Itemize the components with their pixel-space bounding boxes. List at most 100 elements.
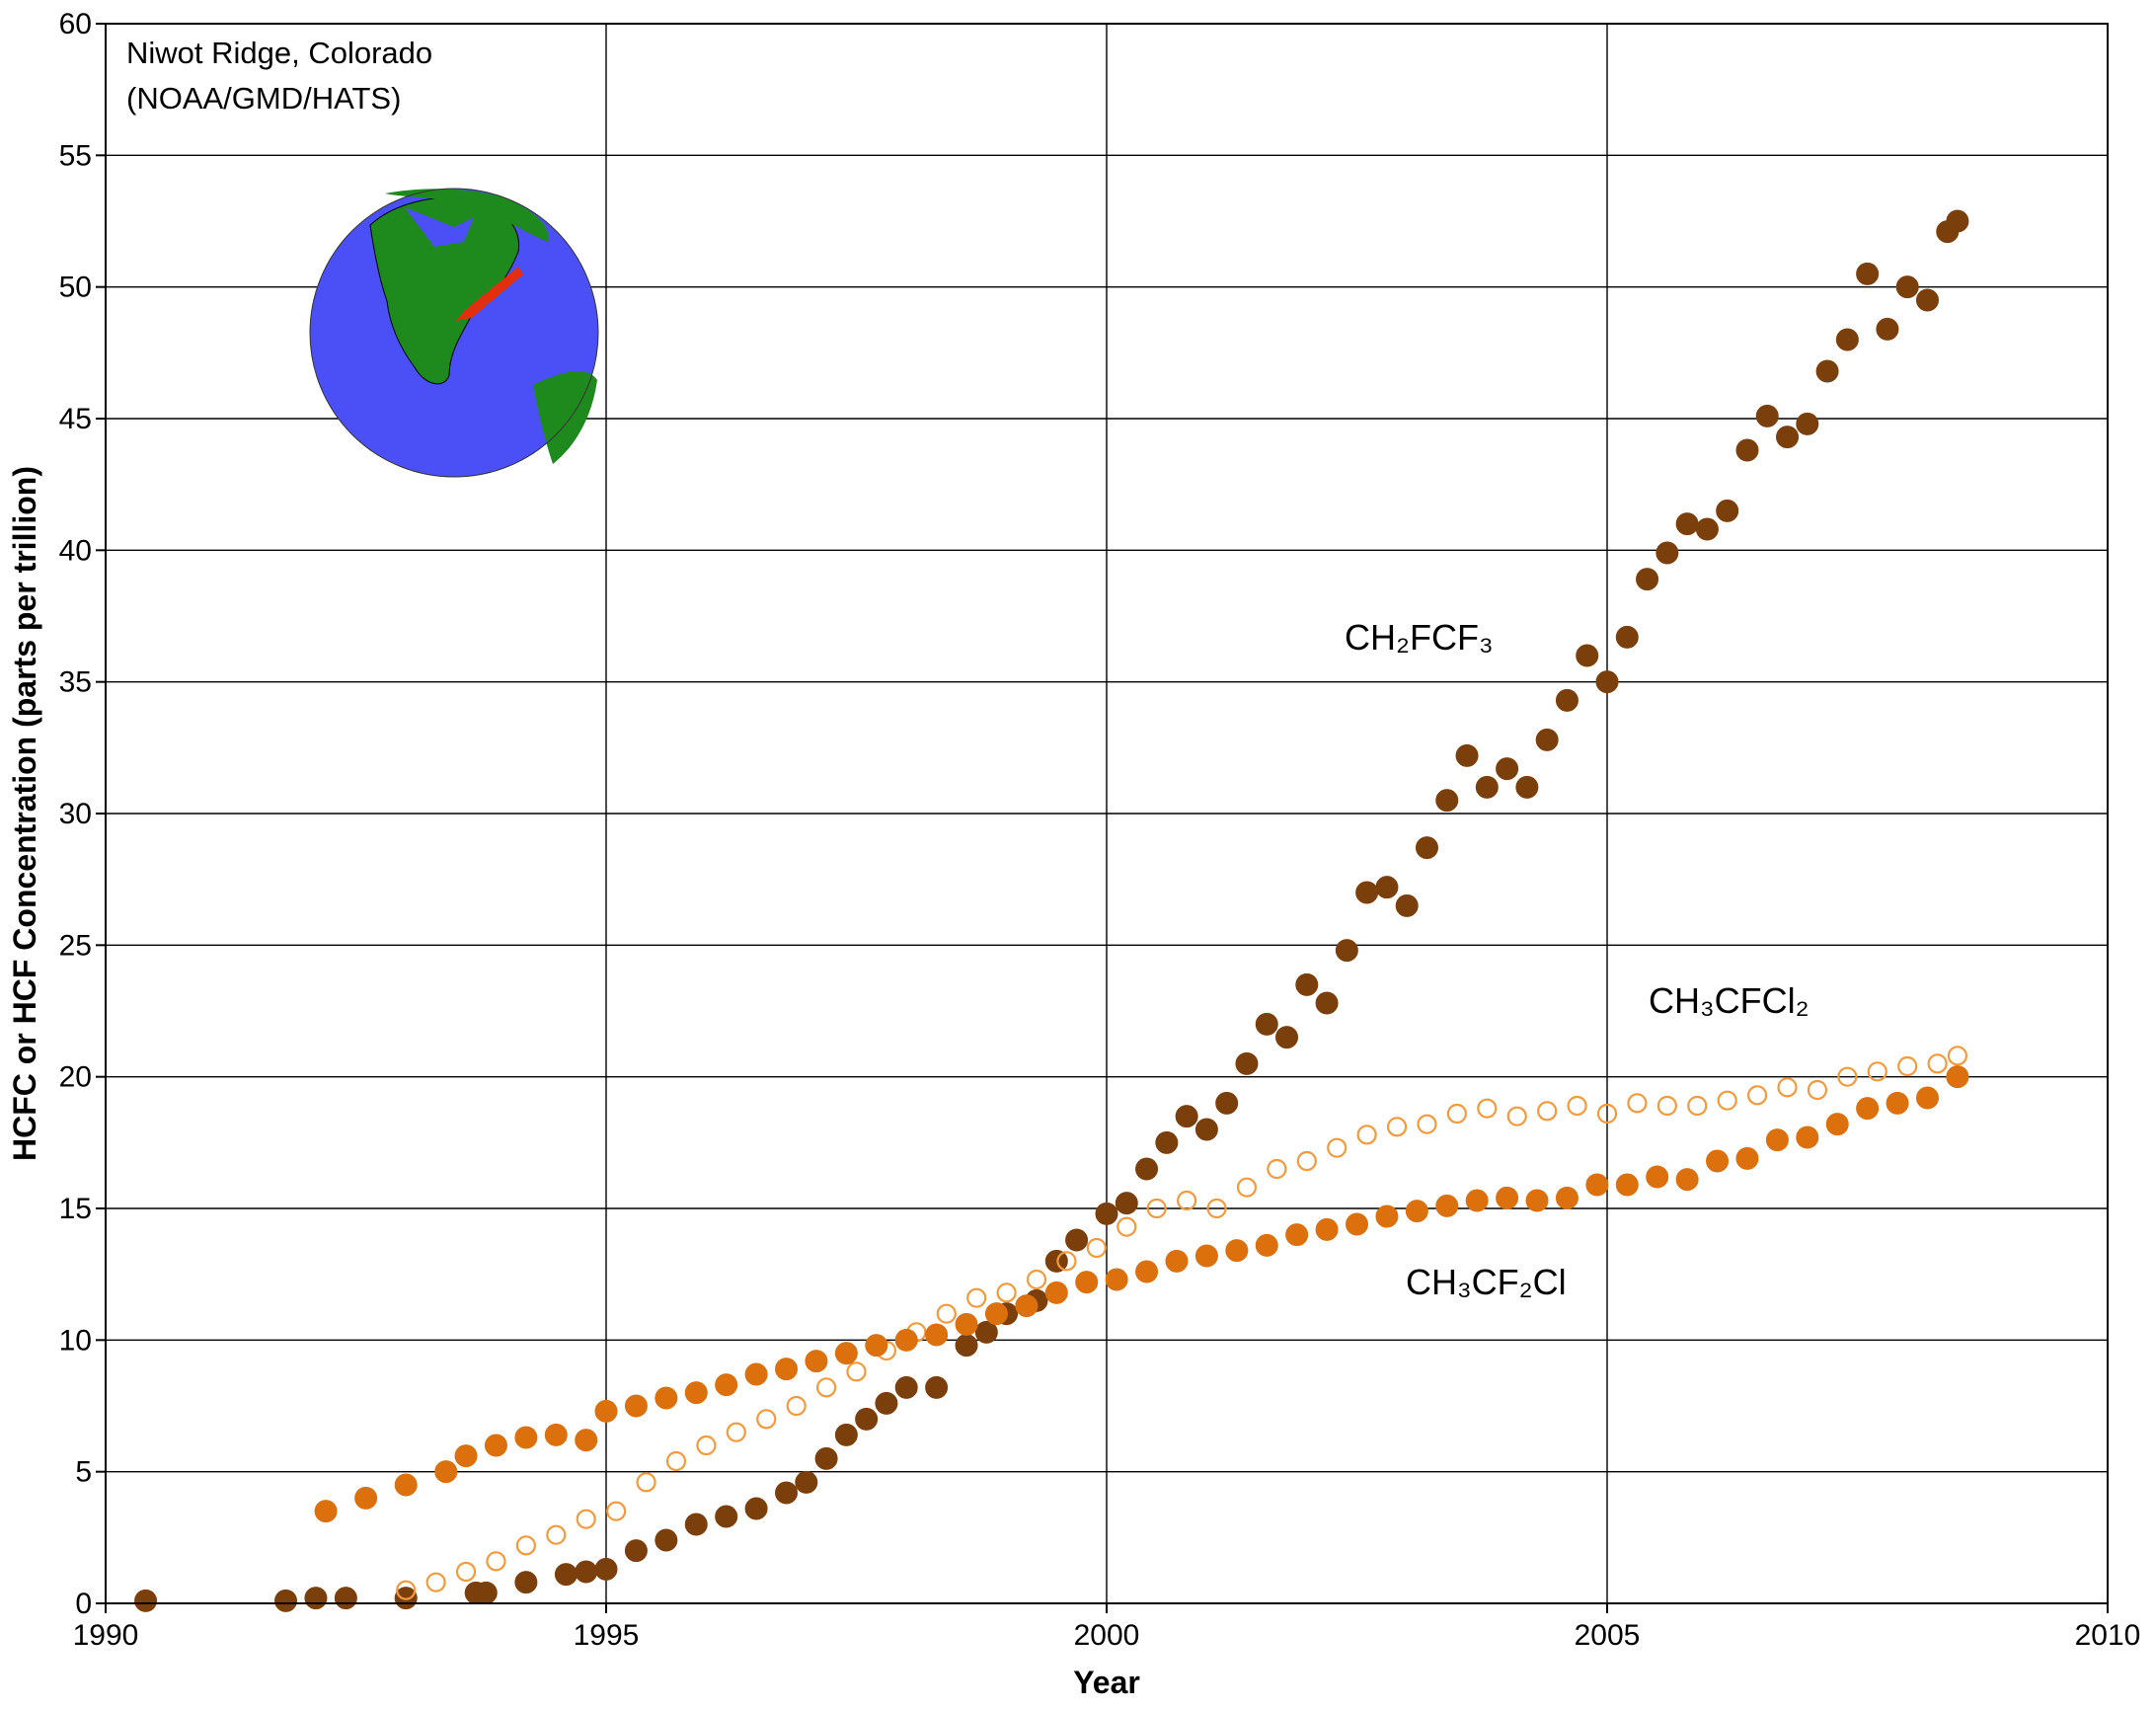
data-point xyxy=(925,1375,949,1399)
data-point xyxy=(1165,1249,1189,1273)
data-point xyxy=(1146,1198,1167,1219)
y-tick-label: 40 xyxy=(59,534,92,567)
data-point xyxy=(684,1513,708,1536)
data-point xyxy=(1675,512,1699,536)
y-tick-label: 50 xyxy=(59,272,92,304)
y-axis-title: HCFC or HCF Concentration (parts per tri… xyxy=(7,466,42,1161)
data-point xyxy=(1395,893,1419,917)
data-point xyxy=(1135,1260,1159,1283)
y-tick-label: 30 xyxy=(59,798,92,830)
data-point xyxy=(1815,359,1839,383)
data-point xyxy=(1296,1150,1317,1172)
data-point xyxy=(654,1386,678,1410)
data-point xyxy=(1496,1186,1519,1209)
data-point xyxy=(474,1581,498,1604)
data-point xyxy=(1825,1113,1849,1136)
data-point xyxy=(1716,499,1739,522)
data-point xyxy=(1585,1173,1609,1197)
data-point xyxy=(1375,1204,1399,1228)
data-point xyxy=(554,1563,578,1587)
series-label: CH₂FCF₃ xyxy=(1345,617,1494,658)
data-point xyxy=(1856,1097,1880,1121)
data-point xyxy=(1135,1157,1159,1181)
data-point xyxy=(846,1361,867,1382)
data-point xyxy=(514,1571,538,1594)
data-point xyxy=(1026,1269,1047,1290)
data-point xyxy=(654,1528,678,1552)
y-tick-label: 15 xyxy=(59,1193,92,1225)
x-tick-label: 2005 xyxy=(1575,1619,1641,1652)
data-point xyxy=(575,1429,598,1452)
data-point xyxy=(1535,728,1559,751)
data-point xyxy=(1615,1173,1639,1197)
data-point xyxy=(1236,1177,1258,1198)
x-tick-label: 2010 xyxy=(2075,1619,2141,1652)
data-point xyxy=(1876,317,1899,341)
y-tick-label: 60 xyxy=(59,8,92,40)
y-tick-label: 35 xyxy=(59,666,92,699)
data-point xyxy=(955,1312,978,1336)
data-point xyxy=(1537,1101,1558,1122)
data-point xyxy=(936,1303,957,1324)
data-point xyxy=(1777,1077,1798,1098)
data-point xyxy=(514,1426,538,1449)
data-point xyxy=(1446,1103,1468,1125)
data-point xyxy=(1044,1281,1068,1304)
data-point xyxy=(1075,1271,1099,1294)
data-point xyxy=(1525,1189,1549,1212)
data-point xyxy=(594,1399,618,1423)
data-point xyxy=(974,1320,998,1344)
data-point xyxy=(1206,1198,1227,1219)
data-point xyxy=(1765,1128,1789,1152)
data-point xyxy=(1215,1091,1239,1115)
data-point xyxy=(546,1524,567,1545)
data-point xyxy=(486,1551,506,1572)
data-point xyxy=(1746,1085,1768,1106)
data-point xyxy=(684,1381,708,1405)
data-point xyxy=(1477,1098,1498,1119)
data-point xyxy=(394,1473,418,1497)
data-point xyxy=(334,1587,357,1610)
data-point xyxy=(1475,775,1499,799)
data-point xyxy=(1646,1165,1669,1189)
y-tick-label: 10 xyxy=(59,1324,92,1357)
data-point xyxy=(1346,1212,1368,1236)
data-point xyxy=(1555,688,1578,712)
data-point xyxy=(1695,517,1719,541)
data-point xyxy=(1175,1105,1198,1128)
data-point xyxy=(1275,1026,1299,1049)
data-point xyxy=(1576,644,1599,667)
data-point xyxy=(665,1450,687,1472)
data-point xyxy=(1194,1244,1218,1268)
data-point xyxy=(1455,743,1479,767)
data-point xyxy=(1886,1091,1909,1115)
data-point xyxy=(1194,1118,1218,1141)
data-point xyxy=(1285,1223,1309,1247)
annotation: Niwot Ridge, Colorado xyxy=(126,36,432,70)
data-point xyxy=(894,1375,918,1399)
data-point xyxy=(1627,1093,1648,1114)
data-point xyxy=(1065,1228,1089,1252)
data-point xyxy=(875,1391,898,1415)
data-point xyxy=(1116,1216,1137,1237)
data-point xyxy=(1405,1200,1428,1223)
data-point xyxy=(715,1373,738,1397)
data-point xyxy=(1105,1268,1128,1291)
data-point xyxy=(1867,1061,1887,1082)
data-point xyxy=(1155,1130,1179,1154)
data-point xyxy=(1515,775,1539,799)
data-point xyxy=(1897,1055,1918,1077)
data-point xyxy=(1356,1125,1377,1145)
data-point xyxy=(795,1470,818,1494)
data-point xyxy=(1255,1012,1278,1036)
data-point xyxy=(1044,1249,1068,1273)
data-point xyxy=(134,1589,158,1612)
data-point xyxy=(1615,625,1639,649)
data-point xyxy=(1687,1095,1708,1117)
y-tick-label: 5 xyxy=(75,1456,92,1489)
x-tick-label: 1990 xyxy=(73,1619,139,1652)
data-point xyxy=(775,1358,799,1381)
data-point xyxy=(865,1334,888,1358)
